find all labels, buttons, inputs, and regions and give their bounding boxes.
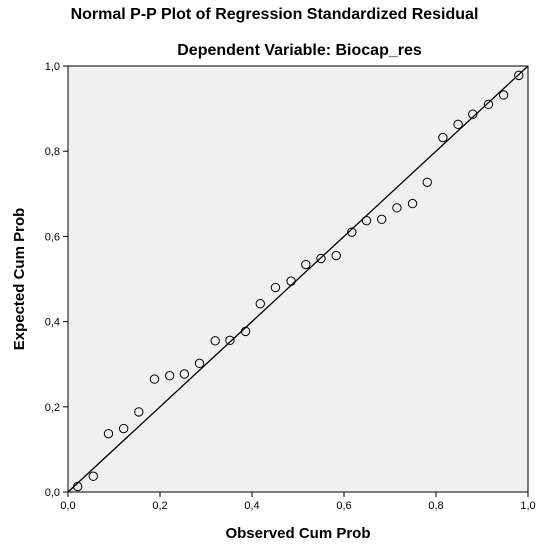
data-point <box>316 253 326 264</box>
data-point <box>270 282 281 293</box>
data-point <box>149 374 160 384</box>
x-tick-label: 0,2 <box>152 500 167 512</box>
data-point <box>422 177 432 187</box>
x-tick-label: 0,4 <box>244 500 259 512</box>
data-point <box>179 369 190 379</box>
data-point <box>164 371 175 381</box>
reference-line <box>67 65 529 493</box>
x-tick-label: 1,0 <box>520 500 535 512</box>
data-point <box>194 358 205 369</box>
data-point <box>72 481 83 492</box>
y-tick-label: 1,0 <box>45 61 60 73</box>
data-point <box>347 227 357 237</box>
data-point <box>453 119 463 130</box>
data-point <box>468 109 478 119</box>
y-tick-label: 0,6 <box>45 231 60 243</box>
data-point <box>483 99 494 110</box>
y-axis: 0,0 0,2 0,4 0,6 0,8 1,0 <box>45 61 68 499</box>
data-point <box>392 203 402 213</box>
data-point <box>118 423 129 434</box>
y-tick-label: 0,0 <box>45 487 60 499</box>
chart-subtitle: Dependent Variable: Biocap_res <box>177 42 422 59</box>
data-point <box>301 259 311 270</box>
y-tick-label: 0,8 <box>45 146 60 158</box>
data-points <box>72 70 524 492</box>
data-point <box>103 428 114 439</box>
data-point <box>407 198 418 209</box>
data-point <box>498 90 509 100</box>
x-tick-label: 0,8 <box>428 500 443 512</box>
data-point <box>210 336 220 346</box>
data-point <box>361 215 372 226</box>
x-tick-label: 0,0 <box>60 500 75 512</box>
data-point <box>88 471 99 481</box>
x-axis: 0,0 0,2 0,4 0,6 0,8 1,0 <box>60 492 536 512</box>
data-point <box>286 276 296 286</box>
y-tick-label: 0,4 <box>45 317 60 329</box>
y-tick-label: 0,2 <box>45 402 60 414</box>
data-point <box>331 250 341 261</box>
data-point <box>514 70 524 81</box>
data-point <box>255 299 265 309</box>
data-point <box>240 326 251 337</box>
data-point <box>225 335 235 346</box>
chart-title: Normal P-P Plot of Regression Standardiz… <box>70 6 479 23</box>
x-tick-label: 0,6 <box>336 500 351 512</box>
data-point <box>438 132 448 143</box>
x-axis-label: Observed Cum Prob <box>225 525 370 542</box>
y-axis-label: Expected Cum Prob <box>11 208 28 351</box>
data-point <box>134 407 144 417</box>
data-point <box>377 214 387 225</box>
